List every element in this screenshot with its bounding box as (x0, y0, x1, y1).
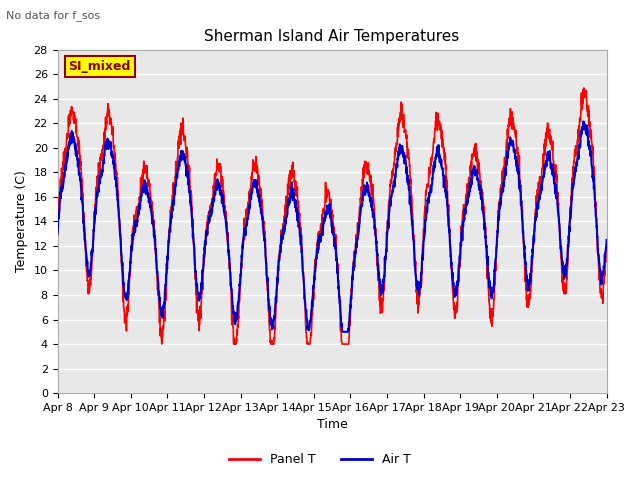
Air T (207, 213, 214, 219)
Legend: Panel T, Air T: Panel T, Air T (224, 448, 416, 471)
Text: SI_mixed: SI_mixed (68, 60, 131, 73)
Air T (348, 279, 356, 285)
Air T (570, 182, 577, 188)
Panel T (207, 202, 214, 207)
Panel T (570, 165, 577, 170)
Panel T (348, 273, 356, 278)
Panel T (603, 242, 611, 248)
Air T (492, 256, 500, 262)
Air T (360, 191, 368, 197)
Air T (54, 231, 61, 237)
Panel T (360, 174, 368, 180)
Air T (554, 210, 562, 216)
Air T (580, 119, 588, 124)
Panel T (158, 341, 166, 347)
Panel T (580, 85, 588, 91)
Air T (603, 237, 611, 243)
Line: Panel T: Panel T (58, 88, 607, 344)
Panel T (554, 203, 562, 208)
X-axis label: Time: Time (317, 419, 348, 432)
Y-axis label: Temperature (C): Temperature (C) (15, 170, 28, 272)
Title: Sherman Island Air Temperatures: Sherman Island Air Temperatures (204, 29, 460, 44)
Panel T (54, 217, 61, 223)
Text: No data for f_sos: No data for f_sos (6, 10, 100, 21)
Air T (339, 329, 346, 335)
Line: Air T: Air T (58, 121, 607, 332)
Panel T (492, 268, 500, 274)
